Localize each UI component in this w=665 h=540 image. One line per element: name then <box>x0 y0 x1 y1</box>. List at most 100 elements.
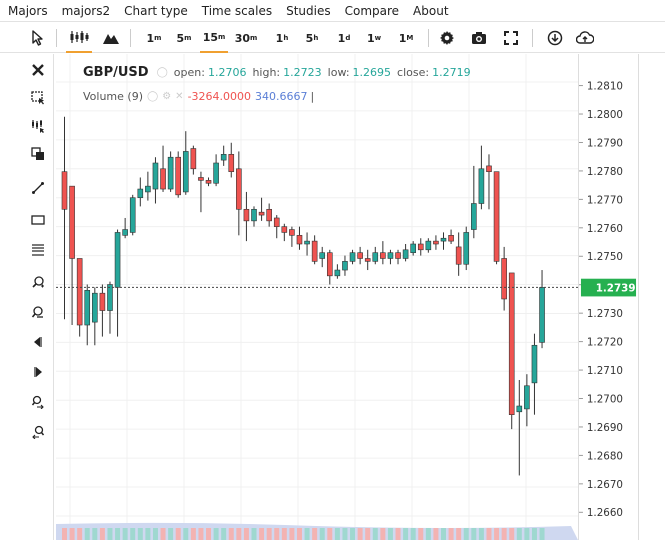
candle <box>273 215 280 239</box>
candle <box>463 226 470 271</box>
eye-icon[interactable]: ◯ <box>147 91 159 102</box>
candle-body <box>182 151 189 193</box>
candle <box>448 229 454 245</box>
candle <box>198 171 204 213</box>
volume-bar <box>365 528 371 540</box>
menu-item-chart-type[interactable]: Chart type <box>124 3 188 18</box>
symbol-title: GBP/USD <box>83 65 149 80</box>
pattern-select-icon[interactable] <box>28 116 48 136</box>
volume-bar <box>243 528 249 540</box>
candle <box>304 232 310 256</box>
candle-body <box>107 284 113 311</box>
volume-bar <box>183 528 189 540</box>
volume-bar <box>395 528 401 540</box>
price-tick-label: 1.2680 <box>587 450 623 462</box>
candle <box>425 238 432 253</box>
select-area-icon[interactable] <box>28 88 48 108</box>
candle-body <box>372 252 379 262</box>
zoom-range-out-icon[interactable] <box>28 422 48 442</box>
eye-icon[interactable]: ◯ <box>156 67 168 78</box>
candle <box>387 249 394 265</box>
fibonacci-icon[interactable] <box>28 240 48 260</box>
candle <box>258 197 265 221</box>
menu-item-compare[interactable]: Compare <box>344 3 400 18</box>
volume-bar <box>312 528 318 540</box>
volume-cursor: | <box>310 90 315 103</box>
candle <box>145 171 151 201</box>
volume-bar <box>342 528 348 540</box>
candle-body <box>92 292 98 323</box>
menu-item-majors[interactable]: Majors <box>8 3 48 18</box>
menu-item-majors2[interactable]: majors2 <box>61 3 111 18</box>
candle <box>539 270 545 349</box>
open-label: open: <box>173 66 205 79</box>
timeframe-30m[interactable]: 30 m <box>234 31 258 45</box>
zoom-range-in-icon[interactable] <box>28 392 48 412</box>
menu-item-time-scales[interactable]: Time scales <box>201 3 273 18</box>
mountain-icon[interactable] <box>100 23 122 53</box>
candle <box>296 226 303 250</box>
volume-legend: Volume (9) ◯ ⚙ ✕ -3264.0000 340.6667 | <box>83 90 314 103</box>
gear-icon[interactable] <box>436 23 458 53</box>
volume-bar <box>122 528 128 540</box>
candlestick-icon[interactable] <box>66 23 92 53</box>
volume-bar <box>213 528 219 540</box>
candle-body <box>243 208 250 222</box>
download-icon[interactable] <box>544 23 566 53</box>
volume-bar <box>69 528 75 540</box>
menu-item-about[interactable]: About <box>413 3 449 18</box>
cursor-icon[interactable] <box>28 23 48 53</box>
rectangle-icon[interactable] <box>28 210 48 230</box>
settings-icon[interactable]: ⚙ <box>162 91 172 102</box>
remove-icon[interactable]: ✕ <box>175 91 184 102</box>
price-tick-label: 1.2780 <box>587 166 623 178</box>
candle <box>175 151 181 198</box>
volume-bar <box>524 528 530 540</box>
copy-icon[interactable] <box>28 144 48 164</box>
menu-item-studies[interactable]: Studies <box>286 3 331 18</box>
volume-bar <box>509 528 515 540</box>
camera-icon[interactable] <box>468 23 490 53</box>
candle <box>433 235 439 250</box>
candle <box>508 272 515 430</box>
price-tick-label: 1.2760 <box>587 223 623 235</box>
candle-body <box>471 203 477 230</box>
candle-body <box>486 165 492 172</box>
zoom-in-icon[interactable] <box>28 272 48 292</box>
candle <box>190 145 197 175</box>
candle-body <box>524 385 530 410</box>
volume-bar <box>107 528 113 540</box>
volume-bar <box>418 528 424 540</box>
volume-bar <box>304 528 310 540</box>
candle-body <box>129 197 136 233</box>
scroll-left-icon[interactable] <box>28 332 48 352</box>
candle <box>129 194 136 236</box>
volume-bar <box>319 528 325 540</box>
volume-bar <box>403 528 409 540</box>
volume-bar <box>471 528 477 540</box>
price-tick-label: 1.2800 <box>587 109 623 121</box>
upload-icon[interactable] <box>574 23 596 53</box>
candle <box>319 246 326 268</box>
candle <box>76 258 83 337</box>
scroll-right-icon[interactable] <box>28 362 48 382</box>
zoom-out-icon[interactable] <box>28 302 48 322</box>
candle-body <box>76 258 83 326</box>
candle-body <box>69 185 75 259</box>
fullscreen-icon[interactable] <box>500 23 522 53</box>
price-axis[interactable]: 1.2810 1.2800 1.2790 1.2780 1.2770 1.2760 1.27… <box>578 54 638 540</box>
candle <box>167 151 174 192</box>
trendline-icon[interactable] <box>28 178 48 198</box>
price-tick-label: 1.2730 <box>587 308 623 320</box>
close-icon[interactable] <box>28 60 48 80</box>
ohlc-legend: GBP/USD ◯ open: 1.2706 high: 1.2723 low:… <box>83 65 471 80</box>
timeframe-15m[interactable]: 15 m <box>200 23 228 53</box>
candlestick-chart[interactable] <box>56 54 578 540</box>
